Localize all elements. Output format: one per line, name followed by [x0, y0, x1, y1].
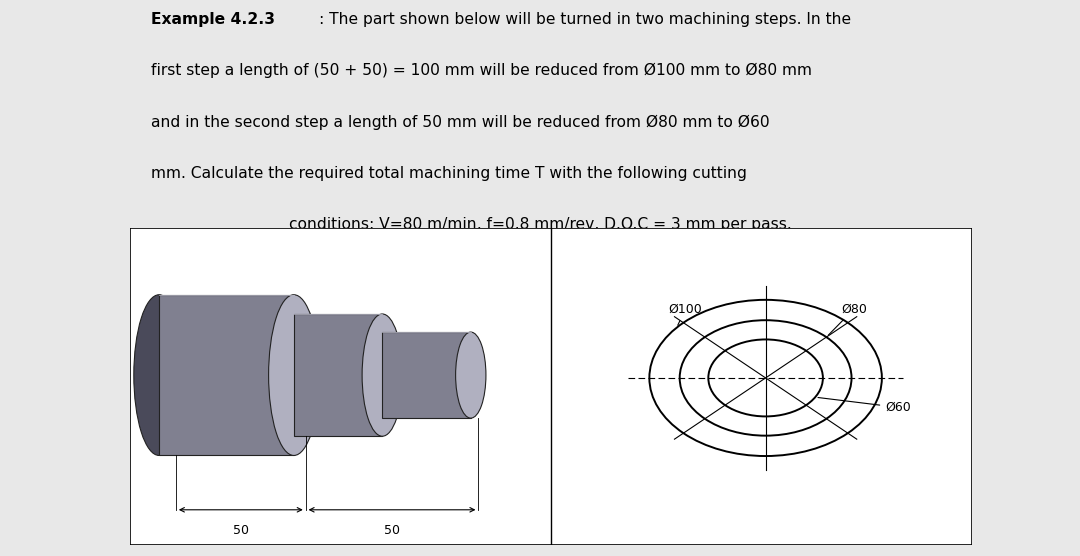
Ellipse shape: [269, 295, 320, 455]
Text: first step a length of (50 + 50) = 100 mm will be reduced from Ø100 mm to Ø80 mm: first step a length of (50 + 50) = 100 m…: [151, 63, 812, 78]
Polygon shape: [382, 332, 471, 418]
Text: 50: 50: [384, 524, 400, 537]
Text: and in the second step a length of 50 mm will be reduced from Ø80 mm to Ø60: and in the second step a length of 50 mm…: [151, 115, 770, 130]
Text: conditions: V=80 m/min, f=0.8 mm/rev, D.O.C = 3 mm per pass.: conditions: V=80 m/min, f=0.8 mm/rev, D.…: [288, 217, 792, 232]
Text: mm. Calculate the required total machining time T with the following cutting: mm. Calculate the required total machini…: [151, 166, 747, 181]
Ellipse shape: [134, 295, 185, 455]
Polygon shape: [159, 295, 294, 455]
Text: : The part shown below will be turned in two machining steps. In the: : The part shown below will be turned in…: [319, 12, 851, 27]
Polygon shape: [294, 314, 382, 436]
Ellipse shape: [362, 314, 403, 436]
Text: Ø80: Ø80: [828, 302, 867, 335]
Text: Example 4.2.3: Example 4.2.3: [151, 12, 275, 27]
Text: 50: 50: [233, 524, 248, 537]
Ellipse shape: [456, 332, 486, 418]
Text: Ø60: Ø60: [818, 398, 912, 414]
Text: Ø100: Ø100: [669, 302, 702, 325]
